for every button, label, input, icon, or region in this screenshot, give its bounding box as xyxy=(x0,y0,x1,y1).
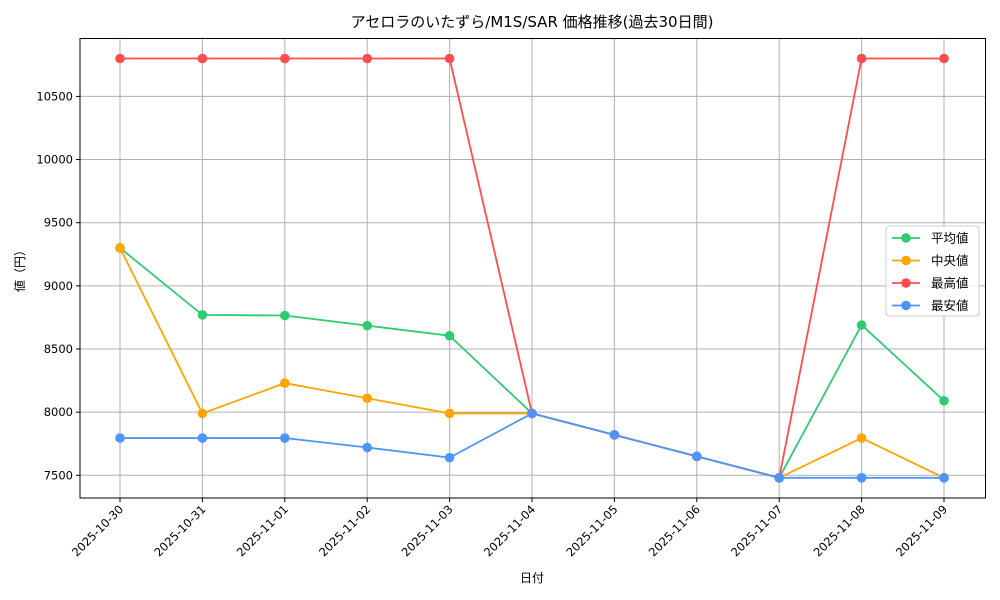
data-point xyxy=(939,395,949,406)
data-point xyxy=(856,433,867,443)
x-axis-label: 日付 xyxy=(520,571,544,585)
data-point xyxy=(856,473,867,483)
x-tick-label: 2025-10-30 xyxy=(69,502,126,559)
x-tick-label: 2025-11-07 xyxy=(728,502,785,559)
y-tick-label: 10000 xyxy=(36,153,73,167)
data-point xyxy=(939,53,949,64)
series-line xyxy=(115,408,949,483)
data-point xyxy=(362,53,373,64)
data-point xyxy=(774,473,784,483)
data-point xyxy=(527,408,537,419)
data-point xyxy=(444,330,455,341)
legend-label: 平均値 xyxy=(931,231,969,246)
data-point xyxy=(280,378,290,388)
y-tick-label: 8500 xyxy=(44,342,73,356)
x-tick-label: 2025-11-09 xyxy=(893,502,950,559)
x-tick-label: 2025-11-02 xyxy=(316,502,373,559)
x-tick-label: 2025-10-31 xyxy=(151,502,208,559)
data-point xyxy=(197,408,208,419)
series-layer xyxy=(115,53,949,483)
data-point xyxy=(115,243,125,253)
plot-frame xyxy=(79,38,986,499)
y-tick-label: 7500 xyxy=(44,468,73,482)
data-point xyxy=(362,320,373,331)
data-point xyxy=(362,442,373,453)
data-point xyxy=(856,320,867,330)
y-tick-label: 10500 xyxy=(36,89,73,103)
x-tick-label: 2025-11-06 xyxy=(646,502,703,559)
y-tick-label: 9500 xyxy=(44,216,73,230)
legend-label: 中央値 xyxy=(931,253,969,268)
data-point xyxy=(115,433,125,443)
x-axis-ticks: 2025-10-30 2025-10-31 2025-11-01 2025-11-02… xyxy=(69,498,950,559)
legend-marker xyxy=(901,233,911,243)
legend-marker xyxy=(901,300,911,311)
x-tick-label: 2025-11-05 xyxy=(563,502,620,559)
data-point xyxy=(197,433,208,443)
x-tick-label: 2025-11-01 xyxy=(234,502,291,559)
x-tick-label: 2025-11-03 xyxy=(399,502,456,559)
data-point xyxy=(692,451,702,462)
data-point xyxy=(115,53,125,64)
legend-label: 最高値 xyxy=(931,276,969,291)
legend-box xyxy=(885,225,980,317)
y-tick-label: 9000 xyxy=(44,279,73,293)
x-tick-label: 2025-11-08 xyxy=(811,502,868,559)
data-point xyxy=(280,310,290,321)
data-point xyxy=(856,53,867,64)
y-tick-label: 8000 xyxy=(44,405,73,419)
data-point xyxy=(280,53,290,64)
x-tick-label: 2025-11-04 xyxy=(481,502,538,559)
grid-lines xyxy=(80,38,986,498)
data-point xyxy=(444,408,455,419)
data-point xyxy=(280,433,290,443)
data-point xyxy=(197,310,208,320)
chart-title: アセロラのいたずら/M1S/SAR 価格推移(過去30日間) xyxy=(351,13,714,31)
data-point xyxy=(444,452,455,463)
y-axis-label: 値（円） xyxy=(12,244,27,292)
data-point xyxy=(197,53,208,64)
legend-marker xyxy=(901,255,911,266)
legend-label: 最安値 xyxy=(931,298,969,313)
data-point xyxy=(444,53,455,64)
data-point xyxy=(609,430,620,440)
y-axis-ticks: 7500 8000 8500 9000 9500 10000 10500 xyxy=(36,89,80,482)
data-point xyxy=(362,393,373,404)
legend-marker xyxy=(901,278,911,288)
data-point xyxy=(939,473,949,483)
